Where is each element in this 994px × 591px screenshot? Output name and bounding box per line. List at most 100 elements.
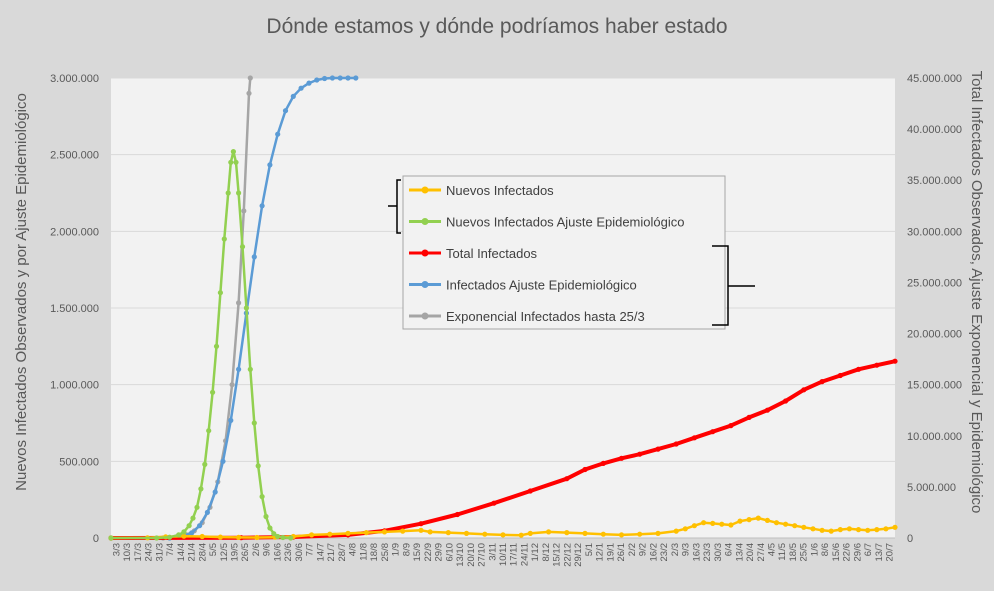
y-left-tick-label: 500.000 — [59, 456, 99, 468]
x-tick-label: 6/4 — [724, 543, 735, 556]
series-line — [110, 359, 896, 540]
data-point — [236, 366, 242, 372]
data-point — [637, 451, 643, 457]
data-point — [482, 531, 488, 537]
x-tick-label: 17/3 — [133, 543, 144, 562]
data-point — [755, 515, 761, 521]
data-point — [865, 527, 871, 533]
x-tick-label: 1/12 — [530, 543, 541, 562]
data-point — [892, 358, 898, 364]
x-tick-label: 2/6 — [251, 543, 262, 556]
data-point — [275, 131, 281, 137]
y-right-tick-label: 35.000.000 — [907, 175, 962, 187]
x-tick-label: 9/3 — [681, 543, 692, 556]
x-tick-label: 6/10 — [444, 543, 455, 562]
data-point — [682, 526, 688, 532]
x-tick-label: 23/2 — [659, 543, 670, 562]
data-point — [251, 254, 257, 260]
x-tick-label: 14/4 — [176, 543, 187, 562]
data-point — [202, 461, 208, 467]
legend-marker — [421, 249, 429, 257]
y-left-tick-label: 2.000.000 — [50, 226, 99, 238]
data-point — [491, 500, 497, 506]
x-tick-label: 12/1 — [595, 543, 606, 562]
legend-entry: Exponencial Infectados hasta 25/3 — [409, 309, 645, 324]
x-tick-label: 15/9 — [412, 543, 423, 562]
data-point — [427, 529, 433, 535]
data-point — [618, 455, 625, 461]
x-tick-label: 16/2 — [648, 543, 659, 562]
data-point — [819, 527, 825, 533]
data-point — [204, 509, 210, 515]
legend-marker — [421, 281, 429, 288]
x-tick-label: 15/12 — [552, 543, 563, 567]
x-tick-label: 23/3 — [702, 543, 713, 562]
y-right-tick-label: 40.000.000 — [907, 124, 962, 136]
data-point — [259, 494, 265, 500]
data-point — [445, 530, 451, 536]
x-tick-label: 11/8 — [358, 543, 369, 561]
data-point — [454, 511, 460, 518]
data-point — [229, 382, 235, 388]
data-point — [236, 300, 242, 306]
x-tick-label: 22/12 — [562, 543, 573, 567]
y-right-tick-label: 5.000.000 — [907, 482, 956, 494]
legend-marker — [421, 312, 429, 320]
y-right-tick-label: 25.000.000 — [907, 277, 962, 289]
data-point — [206, 428, 212, 434]
data-point — [463, 530, 470, 537]
x-tick-label: 19/1 — [605, 543, 616, 562]
data-point — [212, 489, 218, 495]
x-tick-label: 24/3 — [144, 543, 155, 562]
legend-label: Nuevos Infectados — [446, 183, 554, 198]
data-point — [400, 528, 406, 534]
x-tick-label: 20/10 — [466, 543, 477, 567]
x-tick-label: 13/4 — [734, 543, 745, 562]
data-point — [764, 517, 771, 524]
x-tick-label: 8/6 — [820, 543, 831, 556]
data-point — [236, 534, 242, 541]
y-left-tick-label: 1.500.000 — [50, 303, 99, 315]
data-point — [819, 379, 825, 385]
x-tick-label: 29/9 — [434, 543, 445, 562]
legend: Nuevos Infectados Nuevos Infectados Ajust… — [388, 175, 755, 330]
x-tick-label: 21/4 — [187, 543, 198, 562]
data-point — [259, 203, 265, 209]
data-point — [673, 441, 679, 447]
data-point — [801, 387, 807, 393]
x-tick-label: 20/7 — [885, 543, 896, 562]
data-point — [298, 85, 304, 91]
data-point — [655, 446, 661, 452]
data-point — [855, 366, 862, 372]
series-1 — [108, 149, 294, 541]
legend-bracket-right — [712, 245, 755, 326]
legend-entry: Total Infectados — [409, 246, 538, 261]
y-right-axis-title: Total Infectados Observados, Ajuste Expo… — [968, 71, 985, 514]
data-point — [337, 75, 343, 81]
data-point — [225, 190, 231, 196]
data-point — [600, 531, 606, 537]
data-point — [181, 533, 187, 539]
data-point — [353, 75, 359, 81]
data-point — [220, 458, 226, 464]
x-tick-label: 9/2 — [638, 543, 649, 556]
right-axis-ticks: 0 5.000.000 10.000.000 15.000.000 20.000.000… — [907, 73, 962, 545]
x-tick-label: 13/10 — [455, 543, 466, 567]
data-point — [267, 162, 273, 168]
data-point — [345, 530, 351, 537]
data-point — [746, 414, 752, 420]
data-point — [564, 476, 570, 482]
data-point — [345, 75, 351, 81]
data-point — [546, 529, 552, 535]
data-point — [846, 526, 853, 532]
y-left-axis-title: Nuevos Infectados Observados y por Ajust… — [13, 93, 30, 491]
data-point — [154, 535, 160, 541]
chart-title: Dónde estamos y dónde podríamos haber es… — [266, 15, 727, 38]
legend-label: Infectados Ajuste Epidemiológico — [446, 278, 637, 293]
data-point — [230, 149, 236, 155]
data-point — [363, 530, 369, 536]
data-point — [271, 531, 277, 537]
x-tick-label: 29/6 — [852, 543, 863, 562]
data-point — [719, 521, 725, 527]
data-point — [309, 532, 315, 538]
